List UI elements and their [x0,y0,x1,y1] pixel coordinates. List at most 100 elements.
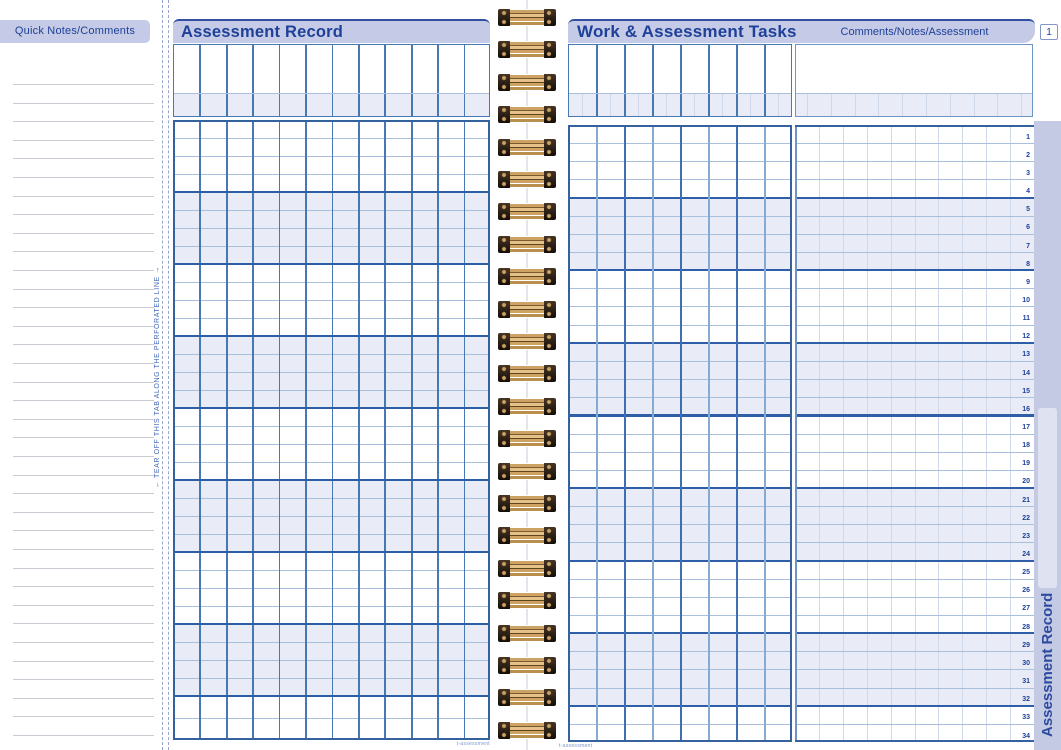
coil-end-cap [543,624,556,642]
coil-end-cap [498,624,511,642]
coil-end-cap [543,397,556,415]
right-header-sub-line [610,93,611,117]
row-number: 17 [1022,424,1030,431]
comment-row-line [795,196,1034,199]
left-group-line [173,335,490,338]
comment-row-line [795,469,1034,471]
coil-wires [510,73,544,91]
coil-end-cap [543,721,556,739]
binding-coil [498,592,556,610]
right-header-col-line [652,44,654,117]
comment-row-line [795,614,1034,616]
task-col-line [680,125,682,742]
left-col-line [305,120,307,740]
comment-row-line [795,215,1034,217]
note-line [13,363,154,364]
note-line [13,307,154,309]
note-line [13,530,154,532]
binding-coil [498,689,556,707]
note-line [13,177,154,178]
coil-end-cap [543,41,556,59]
coil-wires [510,657,544,674]
right-header-col-line [736,44,738,117]
row-number: 10 [1022,296,1030,304]
work-tasks-title: Work & Assessment Tasks [577,22,797,41]
binding-coil [498,138,556,156]
binding-coil [498,527,556,545]
left-col-line [357,120,360,740]
binding-coil [498,203,556,221]
right-header-col-line [624,44,626,117]
quick-notes-band [0,20,150,43]
binding-coil [498,397,556,415]
row-number: 4 [1026,188,1030,196]
coil-end-cap [543,495,556,512]
note-line [13,158,154,160]
comments-header-sub-line [878,93,880,117]
comment-row-line [795,632,1034,635]
coil-end-cap [543,106,556,124]
row-number: 1 [1026,133,1030,141]
watermark-left: t-assessment [456,741,490,747]
row-number: 19 [1022,460,1030,468]
row-number: 12 [1022,333,1030,341]
binding-coil [498,333,556,350]
comment-row-line [795,433,1034,435]
row-number: 20 [1022,478,1030,486]
coil-end-cap [543,171,556,188]
coil-end-cap [543,235,556,253]
right-header-sub-line [750,93,751,117]
left-header-col-line [252,44,255,117]
binding-coil [498,41,556,59]
left-header-border [173,44,490,117]
comment-row-line [795,143,1034,145]
binding-coil [498,9,556,26]
note-line [13,642,154,643]
binding-coil [498,430,556,448]
left-group-line [173,623,490,626]
left-col-line [199,120,202,740]
comment-row-line [795,704,1034,707]
coil-end-cap [498,333,511,350]
page-number-badge: 1 [1040,24,1058,40]
binding-coil [498,106,556,124]
coil-wires [510,333,544,350]
coil-end-cap [498,721,511,739]
right-header-sub-line [722,93,723,117]
comment-row-line [795,341,1034,344]
note-line [13,325,154,327]
coil-end-cap [543,559,556,577]
binding-coil [498,559,556,577]
note-line [13,697,154,699]
row-number: 9 [1026,278,1030,286]
note-line [13,586,154,588]
coil-wires [510,721,544,739]
note-line [13,567,154,569]
coil-wires [510,41,544,59]
binding-coil [498,73,556,91]
binding-coil [498,721,556,739]
row-number: 31 [1022,678,1030,686]
comment-row-line [795,252,1034,254]
left-header-col-line [357,44,360,117]
coil-end-cap [543,462,556,480]
note-line [13,735,154,736]
comment-row-line [795,559,1034,562]
task-col-line [596,125,598,742]
coil-wires [510,559,544,577]
row-number: 23 [1022,532,1030,540]
task-col-line [652,125,654,742]
right-header-col-line [680,44,682,117]
row-number: 16 [1022,405,1030,413]
left-header-col-line [463,44,466,117]
row-number: 11 [1022,315,1030,323]
left-col-line [278,120,281,740]
binding-coil [498,235,556,253]
row-number: 7 [1026,242,1030,250]
left-grid-border [173,120,490,740]
row-number: 29 [1022,641,1030,649]
task-col-line [736,125,738,742]
coil-wires [510,462,544,480]
left-col-line [225,120,228,740]
comment-bottom-border [795,740,1034,742]
